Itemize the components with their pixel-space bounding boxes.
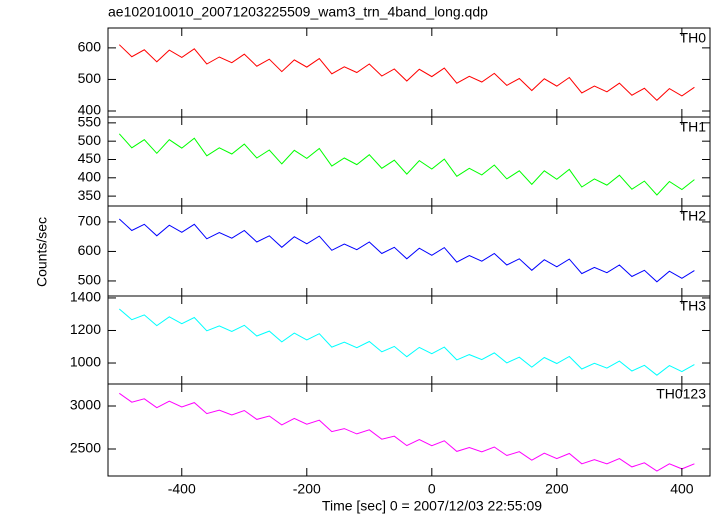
y-tick-label: 1200 (70, 321, 101, 337)
panel-label: TH1 (680, 119, 707, 135)
x-tick-label: 400 (670, 481, 694, 497)
y-tick-label: 550 (78, 114, 102, 130)
x-axis-label: Time [sec] 0 = 2007/12/03 22:55:09 (322, 498, 542, 514)
data-line (119, 392, 695, 472)
data-line (118, 44, 695, 101)
y-tick-label: 2500 (70, 440, 101, 456)
x-tick-label: 0 (428, 481, 436, 497)
y-tick-label: 1400 (70, 289, 101, 305)
panel-frame (107, 383, 711, 477)
y-tick-label: 500 (78, 70, 102, 86)
y-tick-label: 500 (78, 132, 102, 148)
chart-title: ae102010010_20071203225509_wam3_trn_4ban… (108, 4, 488, 20)
y-tick-label: 500 (78, 272, 102, 288)
panel-label: TH0123 (656, 386, 706, 402)
y-tick-label: 400 (78, 169, 102, 185)
panel-frame (107, 116, 711, 207)
data-line (118, 308, 695, 376)
y-tick-label: 450 (78, 150, 102, 166)
x-tick-label: 200 (545, 481, 569, 497)
panel-label: TH3 (680, 298, 707, 314)
y-tick-label: 600 (78, 242, 102, 258)
panel-frame (107, 27, 711, 118)
panel-label: TH0 (680, 30, 707, 46)
data-line (118, 218, 695, 283)
panel-frame (107, 205, 711, 297)
x-tick-label: -200 (293, 481, 321, 497)
y-tick-label: 600 (78, 39, 102, 55)
y-tick-label: 700 (78, 213, 102, 229)
y-tick-label: 400 (78, 102, 102, 118)
y-tick-label: 3000 (70, 397, 101, 413)
y-tick-label: 350 (78, 187, 102, 203)
y-axis-label: Counts/sec (34, 217, 50, 287)
panel-label: TH2 (680, 208, 707, 224)
y-tick-label: 1000 (70, 354, 101, 370)
panel-frame (107, 295, 711, 385)
x-tick-label: -400 (168, 481, 196, 497)
data-line (118, 133, 695, 196)
